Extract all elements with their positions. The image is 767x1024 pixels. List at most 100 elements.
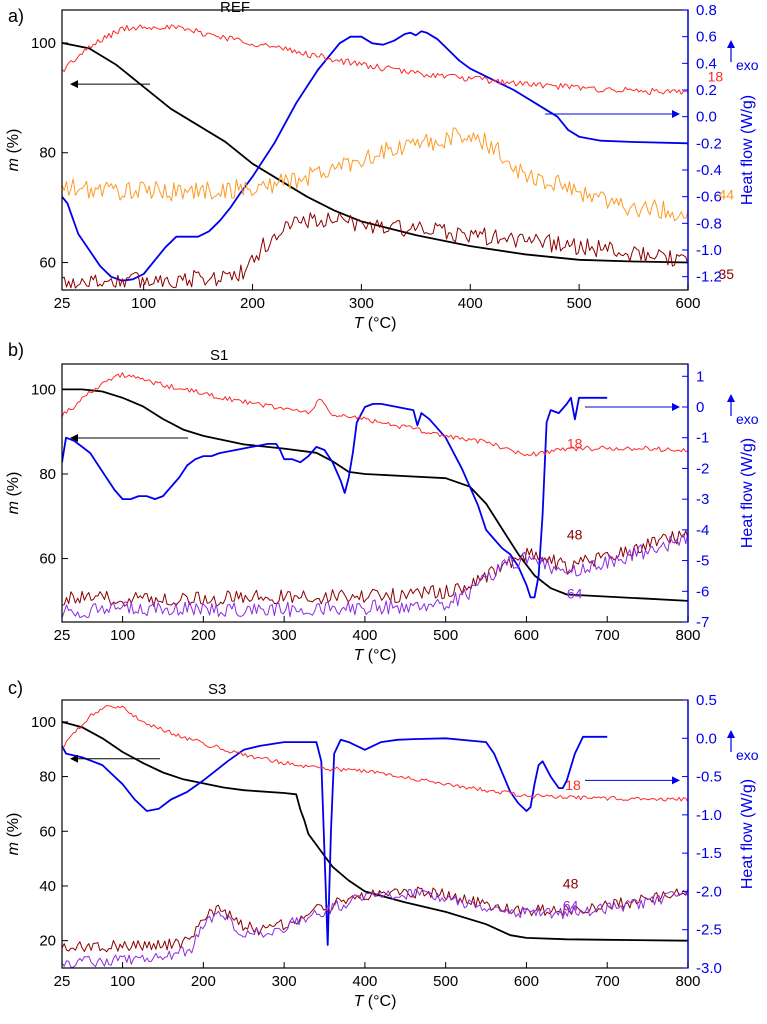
y-right-tick-label: 0.2 (696, 82, 717, 99)
y-right-tick-label: -1.5 (696, 845, 722, 862)
y-right-tick-label: -0.5 (696, 769, 722, 786)
x-tick-label: 700 (595, 627, 620, 644)
x-tick-label: 300 (272, 627, 297, 644)
heat-flow-line (62, 735, 608, 946)
mass-axis-arrowhead (70, 434, 78, 443)
exo-label: exo (736, 57, 759, 73)
y-left-tick-label: 100 (31, 381, 56, 398)
series-line-18 (62, 372, 688, 457)
x-axis-unit: (°C) (363, 315, 396, 332)
y-right-tick-label: -2 (696, 460, 709, 477)
series-line-48 (62, 886, 688, 953)
exo-arrow-head (727, 730, 735, 738)
heatflow-axis-arrowhead (672, 776, 680, 785)
x-axis-var: T (354, 993, 365, 1010)
y-right-tick-label: -2.5 (696, 922, 722, 939)
y-left-axis-title: m (%) (5, 813, 22, 856)
y-right-tick-label: 0.4 (696, 55, 717, 72)
y-left-axis-title: m (%) (5, 472, 22, 515)
x-tick-label: 25 (54, 973, 71, 990)
y-left-tick-label: 60 (39, 823, 56, 840)
series-annotation-48: 48 (567, 527, 583, 543)
y-left-axis-var: m (5, 158, 22, 171)
y-left-axis-var: m (5, 501, 22, 514)
y-left-tick-label: 60 (39, 255, 56, 272)
y-right-tick-label: -1.2 (696, 269, 722, 286)
y-right-tick-label: 0.0 (696, 730, 717, 747)
mass-line (62, 721, 688, 942)
exo-arrow-head (727, 40, 735, 48)
x-tick-label: 600 (675, 295, 700, 312)
x-tick-label: 100 (131, 295, 156, 312)
y-right-tick-label: -0.6 (696, 189, 722, 206)
y-right-tick-label: -5 (696, 553, 709, 570)
panel-title: REF (220, 0, 250, 16)
x-tick-label: 500 (433, 627, 458, 644)
y-right-tick-label: -1.0 (696, 242, 722, 259)
series-annotation-18: 18 (565, 777, 581, 793)
y-left-axis-title: m (%) (5, 129, 22, 172)
x-tick-label: 400 (352, 973, 377, 990)
chart-panel-3: 25 100 200 300 400 500 600 700 800 20 40 60 80 100 -3.… (5, 678, 759, 1010)
x-axis-unit: (°C) (363, 647, 396, 664)
y-left-tick-label: 60 (39, 551, 56, 568)
y-right-tick-label: -0.2 (696, 135, 722, 152)
y-left-tick-label: 80 (39, 769, 56, 786)
y-right-tick-label: 0.6 (696, 29, 717, 46)
y-right-axis-title: Heat flow (W/g) (739, 438, 756, 548)
x-tick-label: 500 (567, 295, 592, 312)
panel-title: S3 (208, 681, 226, 698)
series-line-48 (62, 530, 688, 607)
y-left-tick-label: 20 (39, 933, 56, 950)
x-tick-label: 200 (191, 973, 216, 990)
mass-axis-arrowhead (70, 80, 78, 89)
y-right-tick-label: -4 (696, 522, 709, 539)
x-axis-title: T (°C) (354, 315, 397, 332)
y-left-axis-var: m (5, 842, 22, 855)
y-right-tick-label: 0.5 (696, 692, 717, 709)
y-right-tick-label: -0.4 (696, 162, 722, 179)
chart-panel-2: 25 100 200 300 400 500 600 700 800 60 80 100 -7 -6 -5 -… (5, 340, 759, 664)
y-right-axis-title: Heat flow (W/g) (739, 779, 756, 889)
y-left-axis-unit: (%) (5, 813, 22, 842)
y-left-tick-label: 80 (39, 466, 56, 483)
series-annotation-18: 18 (567, 436, 583, 452)
x-tick-label: 100 (110, 973, 135, 990)
y-left-tick-label: 100 (31, 35, 56, 52)
x-tick-label: 800 (675, 973, 700, 990)
x-tick-label: 25 (54, 295, 71, 312)
x-tick-label: 400 (352, 627, 377, 644)
series-annotation-44: 44 (718, 186, 734, 202)
series-annotation-48: 48 (563, 876, 579, 892)
series-annotation-64: 64 (563, 898, 579, 914)
panel-letter: c) (8, 678, 23, 698)
y-right-tick-label: -1.0 (696, 807, 722, 824)
panel-letter: a) (8, 6, 24, 26)
series-line-18 (62, 24, 688, 96)
y-left-axis-unit: (%) (5, 129, 22, 158)
y-left-axis-unit: (%) (5, 472, 22, 501)
series-line-18 (62, 705, 688, 803)
mass-axis-arrowhead (70, 754, 78, 763)
x-axis-title: T (°C) (354, 993, 397, 1010)
y-right-tick-label: 0 (696, 399, 704, 416)
series-line-44 (62, 127, 688, 222)
panel-title: S1 (210, 347, 228, 364)
x-tick-label: 700 (595, 973, 620, 990)
y-left-tick-label: 100 (31, 714, 56, 731)
y-right-axis-title: Heat flow (W/g) (739, 95, 756, 205)
x-axis-title: T (°C) (354, 647, 397, 664)
y-right-tick-label: -3 (696, 491, 709, 508)
mass-line (62, 42, 688, 264)
heatflow-axis-arrowhead (672, 110, 680, 118)
mass-line (62, 388, 688, 602)
x-tick-label: 200 (191, 627, 216, 644)
exo-label: exo (736, 747, 759, 763)
x-tick-label: 400 (458, 295, 483, 312)
series-line-35 (62, 212, 688, 289)
y-right-tick-label: 1 (696, 368, 704, 385)
series-line-64 (62, 532, 688, 619)
y-right-tick-label: -1 (696, 430, 709, 447)
x-tick-label: 600 (514, 627, 539, 644)
